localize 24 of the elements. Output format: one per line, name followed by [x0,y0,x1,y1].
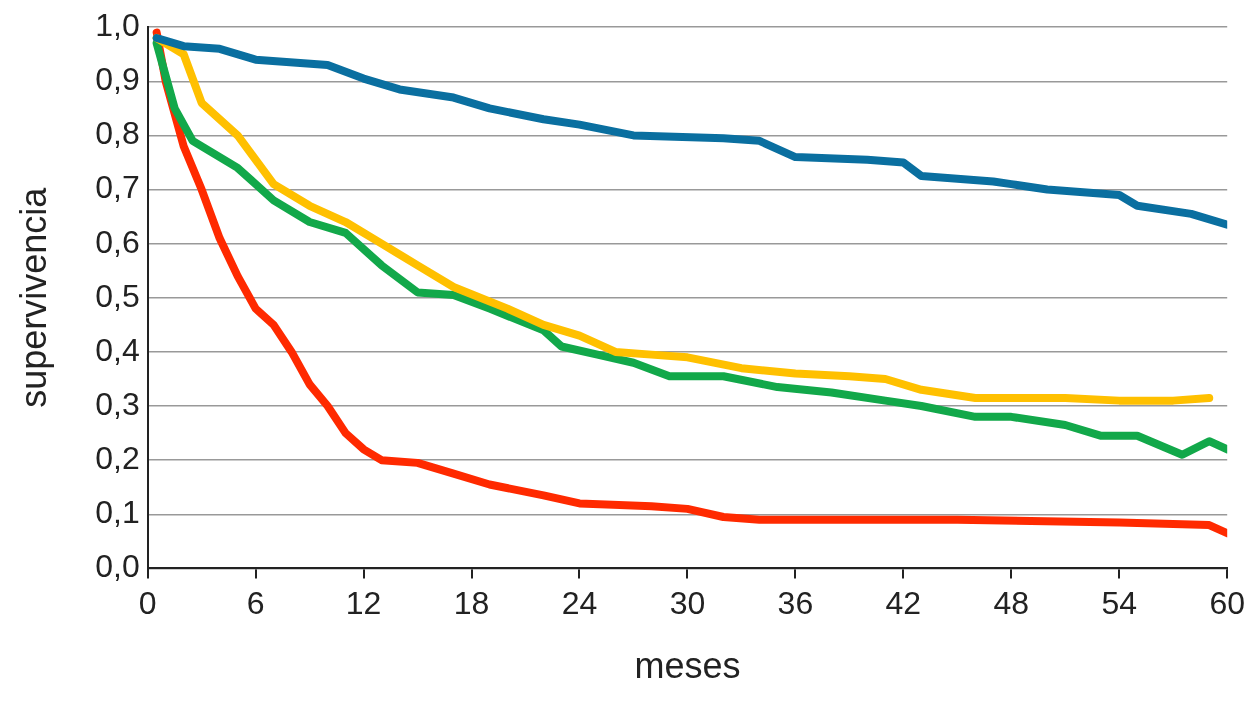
x-tick-label: 42 [885,585,922,622]
y-tick-label: 0,4 [95,331,140,368]
x-axis-title: meses [634,645,741,687]
x-tick-label: 48 [993,585,1030,622]
y-tick-label: 0,3 [95,385,140,422]
x-tick-label: 12 [345,585,382,622]
x-tick-label: 18 [453,585,490,622]
y-tick-label: 1,0 [95,7,140,44]
y-tick-label: 0,2 [95,439,140,476]
y-tick-label: 0,8 [95,115,140,152]
y-axis-title: supervivencia [12,186,54,408]
y-tick-label: 0,6 [95,223,140,260]
y-tick-label: 0,0 [95,548,140,585]
y-tick-label: 0,5 [95,277,140,314]
y-tick-label: 0,9 [95,61,140,98]
x-tick-label: 36 [777,585,814,622]
x-tick-label: 54 [1101,585,1138,622]
x-tick-label: 60 [1209,585,1245,622]
x-tick-label: 24 [561,585,598,622]
y-tick-label: 0,7 [95,169,140,206]
x-tick-label: 30 [669,585,706,622]
x-tick-label: 6 [246,585,265,622]
y-tick-label: 0,1 [95,494,140,531]
x-tick-label: 0 [138,585,157,622]
